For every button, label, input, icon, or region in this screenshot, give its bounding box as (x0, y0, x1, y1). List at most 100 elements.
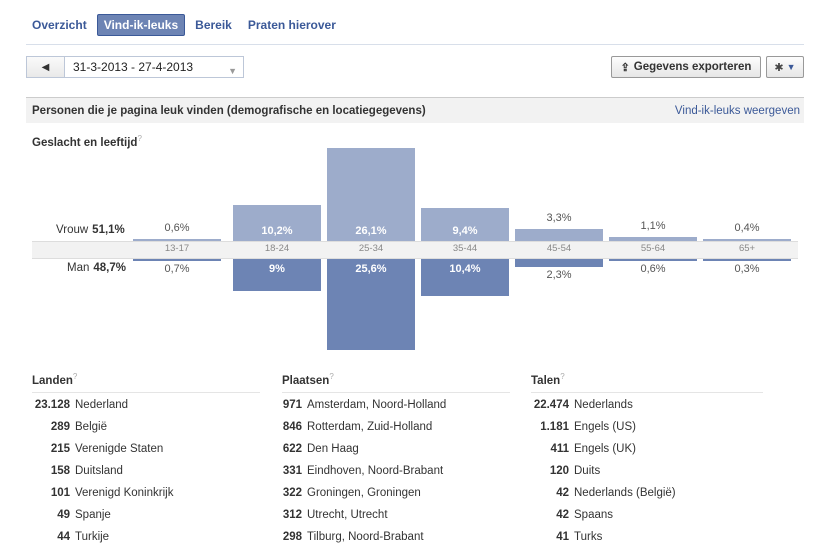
item-name: Rotterdam, Zuid-Holland (307, 420, 433, 433)
male-value-label: 0,6% (640, 263, 666, 276)
triangle-left-icon: ◀ (41, 61, 50, 73)
list-item: 322 Groningen, Groningen (282, 487, 510, 509)
item-count: 215 (50, 442, 70, 455)
countries-header: Landen? (32, 372, 260, 393)
help-icon[interactable]: ? (560, 372, 565, 381)
list-item: 101 Verenigd Koninkrijk (32, 487, 260, 509)
male-bar-65+ (703, 259, 791, 261)
item-name: Verenigd Koninkrijk (75, 486, 174, 499)
list-item: 42 Spaans (531, 509, 763, 531)
item-count: 298 (282, 530, 302, 543)
gender-age-title-text: Geslacht en leeftijd (32, 136, 138, 149)
item-count: 411 (550, 442, 569, 455)
female-value-label: 26,1% (355, 225, 387, 237)
tab-overzicht[interactable]: Overzicht (32, 18, 87, 32)
item-name: Spaans (574, 508, 614, 521)
help-icon[interactable]: ? (72, 372, 78, 381)
male-value-label: 0,3% (734, 263, 760, 275)
male-total: 48,7% (93, 262, 126, 274)
age-group-label: 55-64 (640, 243, 666, 254)
female-total: 51,1% (92, 224, 125, 236)
languages-list: Talen? 22.474 Nederlands 1.181 Engels (US) 4… (531, 372, 763, 548)
male-bar-18-24 (233, 259, 321, 291)
list-item: 41 Turks (531, 531, 763, 548)
list-item: 44 Turkije (32, 531, 260, 548)
item-name: Turkije (75, 530, 110, 543)
female-value-label: 0,6% (164, 221, 190, 234)
item-count: 101 (50, 486, 70, 499)
male-bar-35-44 (421, 259, 509, 296)
list-item: 846 Rotterdam, Zuid-Holland (282, 421, 510, 443)
female-bar-25-34 (327, 148, 415, 241)
age-group-label: 13-17 (164, 243, 190, 254)
gear-icon: ✱ (774, 61, 784, 74)
list-item: 331 Eindhoven, Noord-Brabant (282, 465, 510, 487)
item-name: Engels (US) (574, 420, 636, 433)
item-count: 289 (50, 420, 70, 433)
male-value-label: 10,4% (449, 263, 481, 275)
age-group-label: 45-54 (546, 243, 572, 254)
list-item: 42 Nederlands (België) (531, 487, 763, 509)
female-value-label: 10,2% (261, 225, 293, 237)
view-likes-link[interactable]: Vind-ik-leuks weergeven (674, 104, 800, 117)
section-header: Personen die je pagina leuk vinden (demo… (26, 97, 804, 123)
tab-vind-ik-leuks[interactable]: Vind-ik-leuks (96, 14, 186, 36)
list-item: 298 Tilburg, Noord-Brabant (282, 531, 510, 548)
item-count: 23.128 (34, 398, 70, 411)
item-name: Engels (UK) (574, 442, 636, 455)
item-count: 120 (549, 464, 569, 477)
help-icon[interactable]: ? (137, 134, 142, 143)
cities-header: Plaatsen? (282, 372, 510, 393)
list-item: 158 Duitsland (32, 465, 260, 487)
item-count: 312 (282, 508, 302, 521)
list-item: 622 Den Haag (282, 443, 510, 465)
section-title: Personen die je pagina leuk vinden (demo… (32, 104, 426, 117)
item-count: 22.474 (533, 398, 569, 411)
countries-title: Landen (32, 374, 73, 387)
list-item: 289 België (32, 421, 260, 443)
age-band (32, 241, 798, 259)
male-value-label: 9% (269, 263, 285, 275)
female-value-label: 1,1% (640, 220, 666, 233)
caret-down-icon: ▼ (228, 66, 237, 76)
export-data-button[interactable]: ⇪ Gegevens exporteren (611, 56, 761, 78)
settings-menu-button[interactable]: ✱ ▼ (766, 56, 804, 78)
age-group-label: 18-24 (264, 243, 290, 254)
upload-icon: ⇪ (620, 61, 630, 74)
item-name: Den Haag (307, 442, 359, 455)
tab-praten-hierover[interactable]: Praten hierover (247, 18, 336, 32)
date-range-value: 31-3-2013 - 27-4-2013 (73, 60, 194, 74)
male-bar-25-34 (327, 259, 415, 350)
help-icon[interactable]: ? (329, 372, 334, 381)
previous-period-button[interactable]: ◀ (27, 57, 65, 77)
item-count: 322 (282, 486, 302, 499)
male-value-label: 0,7% (164, 263, 190, 276)
item-count: 846 (282, 420, 302, 433)
date-range-picker: ◀ 31-3-2013 - 27-4-2013 ▼ (26, 56, 244, 78)
item-count: 1.181 (540, 420, 569, 433)
item-count: 41 (556, 530, 569, 543)
female-label: Vrouw (56, 224, 89, 236)
female-bar-55-64 (609, 237, 697, 241)
male-row-label: Man 48,7% (67, 262, 126, 274)
item-count: 42 (556, 486, 569, 499)
item-count: 331 (282, 464, 302, 477)
list-item: 23.128 Nederland (32, 399, 260, 421)
list-item: 411 Engels (UK) (531, 443, 763, 465)
list-item: 120 Duits (531, 465, 763, 487)
date-range-dropdown[interactable]: 31-3-2013 - 27-4-2013 ▼ (65, 57, 243, 77)
item-name: België (75, 420, 107, 433)
female-bar-13-17 (133, 238, 221, 241)
item-name: Tilburg, Noord-Brabant (307, 530, 424, 543)
male-label: Man (67, 262, 90, 274)
male-bar-55-64 (609, 259, 697, 262)
tab-bereik[interactable]: Bereik (195, 18, 232, 32)
female-value-label: 9,4% (452, 225, 478, 237)
item-name: Spanje (75, 508, 111, 521)
item-name: Duitsland (75, 464, 123, 477)
list-item: 22.474 Nederlands (531, 399, 763, 421)
item-name: Turks (574, 530, 603, 543)
female-bar-45-54 (515, 229, 603, 241)
list-item: 312 Utrecht, Utrecht (282, 509, 510, 531)
cities-title: Plaatsen (282, 374, 330, 387)
